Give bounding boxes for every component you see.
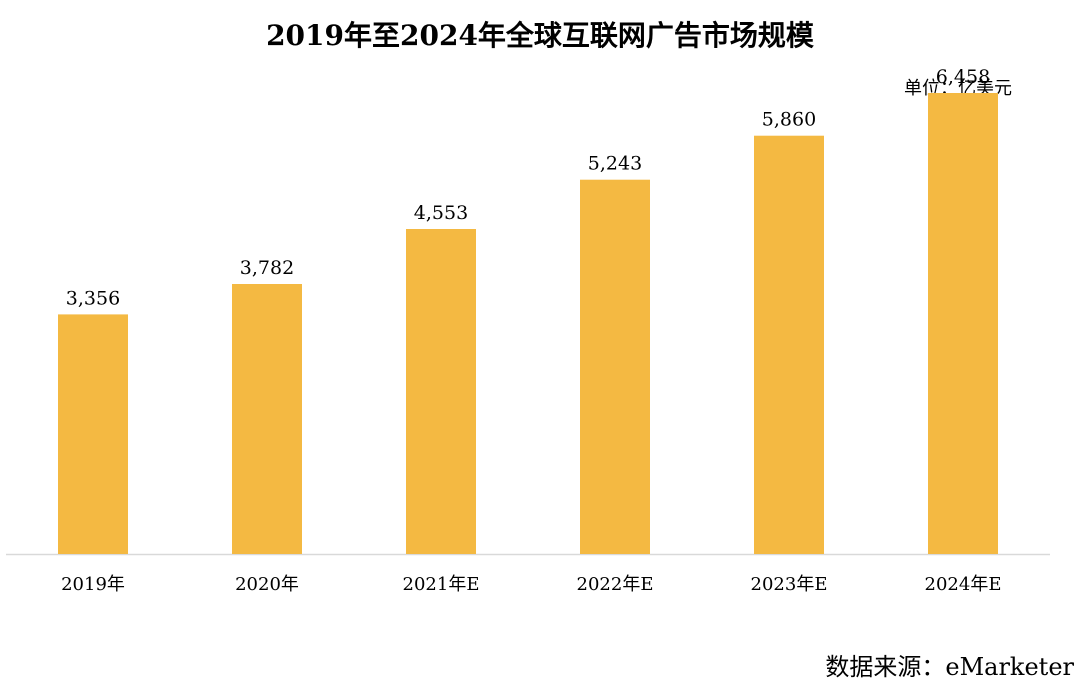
value-label-0: 3,356 [66, 287, 120, 309]
bar-3 [580, 179, 650, 554]
category-label-0: 2019年 [61, 574, 125, 595]
value-label-3: 5,243 [588, 153, 642, 175]
source-label: 数据来源：eMarketer [825, 653, 1074, 681]
chart-title: 2019年至2024年全球互联网广告市场规模 [266, 19, 814, 52]
category-label-4: 2023年E [751, 574, 828, 595]
value-label-4: 5,860 [762, 109, 816, 131]
bar-2 [406, 229, 476, 554]
category-label-2: 2021年E [403, 574, 480, 595]
value-label-1: 3,782 [240, 257, 294, 279]
bar-1 [232, 284, 302, 554]
bar-5 [928, 93, 998, 554]
bar-0 [58, 314, 128, 554]
category-label-3: 2022年E [577, 574, 654, 595]
value-label-5: 6,458 [936, 66, 990, 88]
category-label-1: 2020年 [235, 574, 299, 595]
value-label-2: 4,553 [414, 202, 468, 224]
bar-4 [754, 135, 824, 554]
category-label-5: 2024年E [925, 574, 1002, 595]
